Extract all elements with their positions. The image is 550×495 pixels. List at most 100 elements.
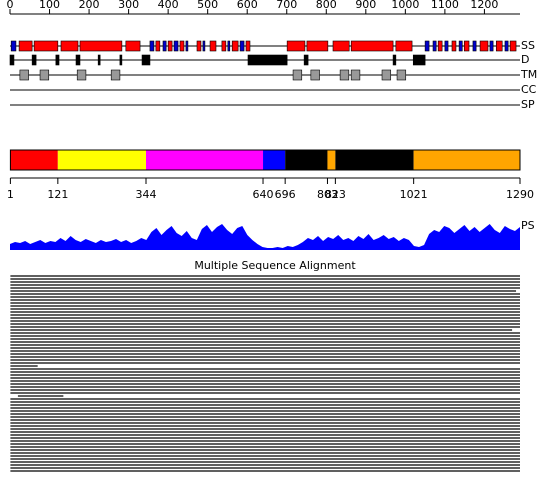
strand [185, 40, 189, 52]
ruler-label: 1200 [470, 0, 498, 11]
ruler-label: 300 [118, 0, 139, 11]
domain-outline [9, 149, 521, 171]
track-label: TM [520, 68, 537, 81]
helix [125, 40, 141, 52]
disorder-region [9, 54, 15, 66]
disorder-region [75, 54, 81, 66]
strand [432, 40, 437, 52]
tm-region [396, 69, 407, 81]
domain [285, 150, 328, 170]
helix [495, 40, 503, 52]
helix [245, 40, 251, 52]
helix [209, 40, 217, 52]
ps-profile [10, 224, 520, 250]
helix [221, 40, 227, 52]
disorder-region [303, 54, 309, 66]
helix [33, 40, 59, 52]
strand [227, 40, 231, 52]
disorder-region [247, 54, 288, 66]
ruler-label: 400 [158, 0, 179, 11]
ruler-label: 100 [39, 0, 60, 11]
domain [335, 150, 414, 170]
strand [162, 40, 167, 52]
helix [509, 40, 517, 52]
ruler-label: 1100 [431, 0, 459, 11]
track-label: CC [521, 83, 537, 96]
helix [231, 40, 239, 52]
helix [18, 40, 33, 52]
ruler-label: 600 [237, 0, 258, 11]
strand [202, 40, 206, 52]
helix [79, 40, 123, 52]
disorder-region [55, 54, 60, 66]
ruler-label: 1000 [391, 0, 419, 11]
msa-title: Multiple Sequence Alignment [194, 259, 356, 272]
ruler-label: 900 [355, 0, 376, 11]
helix [395, 40, 413, 52]
strand [489, 40, 494, 52]
helix [437, 40, 443, 52]
disorder-region [141, 54, 151, 66]
track-label: D [521, 53, 529, 66]
ruler-label: 800 [316, 0, 337, 11]
track-label: PS [521, 219, 535, 232]
ruler-label: 500 [197, 0, 218, 11]
disorder-region [31, 54, 37, 66]
domain [146, 150, 264, 170]
helix [179, 40, 185, 52]
tm-region [39, 69, 50, 81]
tm-region [19, 69, 29, 81]
boundary-label: 1290 [506, 188, 534, 201]
disorder-region [392, 54, 397, 66]
tm-region [292, 69, 303, 81]
boundary-label: 823 [325, 188, 346, 201]
tm-region [339, 69, 350, 81]
strand [239, 40, 245, 52]
domain [413, 150, 520, 170]
track-label: SS [521, 39, 535, 52]
ruler-label: 200 [79, 0, 100, 11]
domain [57, 150, 147, 170]
domain [327, 150, 336, 170]
helix [60, 40, 79, 52]
boundary-label: 1 [7, 188, 14, 201]
strand [10, 40, 17, 52]
strand [173, 40, 179, 52]
boundary-label: 696 [275, 188, 296, 201]
helix [479, 40, 489, 52]
tm-region [110, 69, 121, 81]
boundary-label: 121 [47, 188, 68, 201]
track-label: SP [521, 98, 535, 111]
domain [263, 150, 286, 170]
strand [472, 40, 477, 52]
helix [155, 40, 161, 52]
tm-region [381, 69, 392, 81]
disorder-region [119, 54, 123, 66]
ruler-label: 0 [7, 0, 14, 11]
disorder-region [97, 54, 101, 66]
tm-region [76, 69, 87, 81]
helix [306, 40, 329, 52]
strand [149, 40, 155, 52]
strand [424, 40, 430, 52]
boundary-label: 640 [253, 188, 274, 201]
strand [504, 40, 509, 52]
helix [196, 40, 202, 52]
disorder-region [412, 54, 426, 66]
tm-region [350, 69, 361, 81]
boundary-label: 803 [317, 188, 338, 201]
helix [451, 40, 457, 52]
tm-region [310, 69, 320, 81]
domain [10, 150, 58, 170]
strand [458, 40, 463, 52]
helix [167, 40, 173, 52]
boundary-label: 1021 [400, 188, 428, 201]
ruler-label: 700 [276, 0, 297, 11]
boundary-label: 344 [136, 188, 157, 201]
helix [463, 40, 470, 52]
helix [286, 40, 306, 52]
helix [332, 40, 350, 52]
strand [444, 40, 449, 52]
helix [350, 40, 394, 52]
